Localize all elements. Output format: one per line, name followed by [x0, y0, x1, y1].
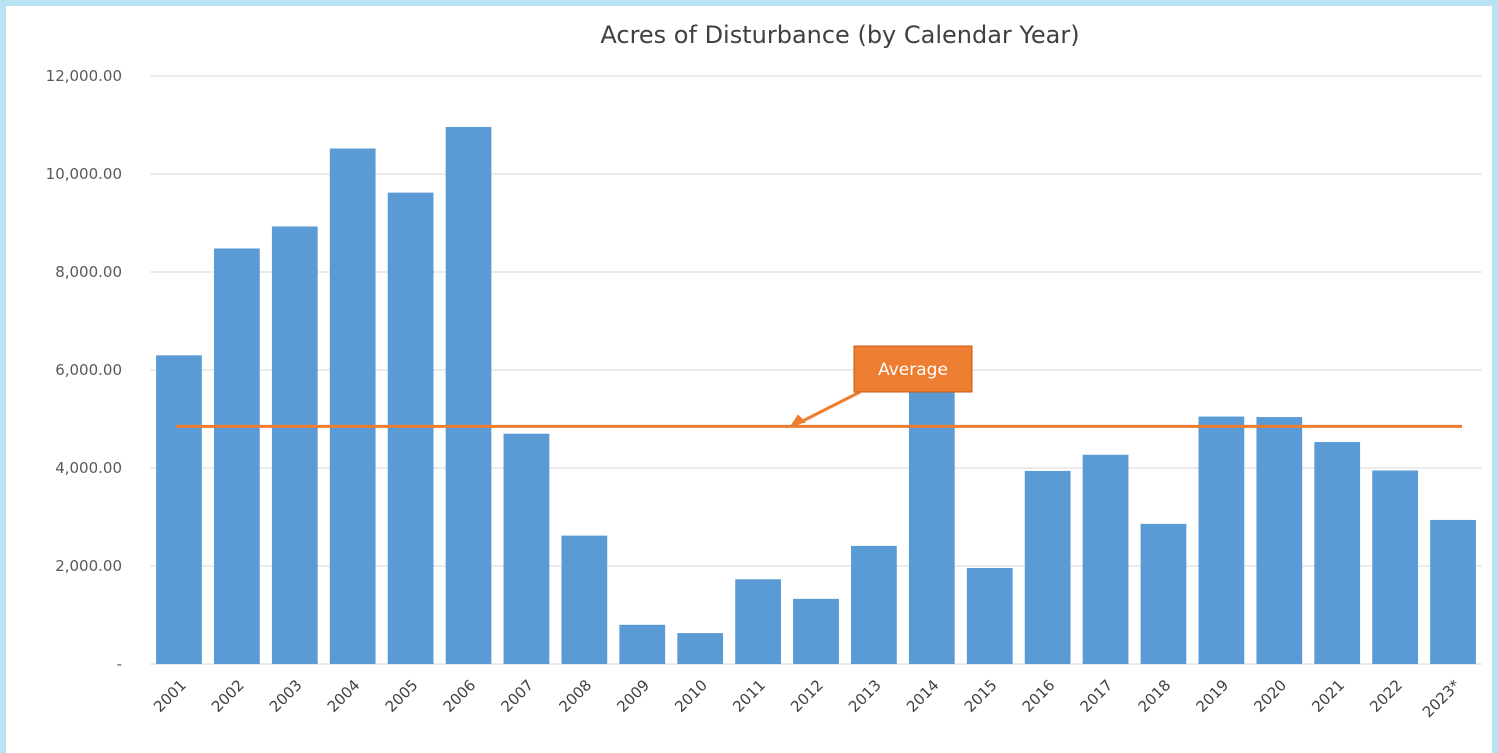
- y-tick-label: 4,000.00: [55, 459, 122, 477]
- y-tick-label: 10,000.00: [46, 165, 122, 183]
- chart-frame: Acres of Disturbance (by Calendar Year) …: [6, 6, 1492, 753]
- callout-arrow: [795, 390, 861, 426]
- bar-2002: [213, 248, 260, 665]
- bar-2010: [677, 633, 724, 664]
- y-axis-tick-labels: - 2,000.00 4,000.00 6,000.00 8,000.00 10,000.…: [46, 67, 122, 673]
- x-tick-label: 2018: [1135, 676, 1175, 716]
- x-tick-label: 2020: [1250, 676, 1290, 716]
- bar-2020: [1256, 417, 1303, 664]
- bar-2007: [503, 433, 550, 664]
- average-callout-box: [853, 345, 973, 393]
- bar-2011: [735, 579, 781, 664]
- bars: [156, 126, 1476, 665]
- bar-chart: Acres of Disturbance (by Calendar Year) …: [46, 21, 1482, 721]
- bar-2012: [793, 598, 839, 664]
- x-tick-label: 2022: [1366, 676, 1406, 716]
- bar-2013: [851, 545, 897, 664]
- bar-2006: [445, 126, 492, 664]
- bar-2015: [966, 567, 1013, 664]
- arrow-head-icon: [790, 414, 806, 427]
- x-tick-label: 2013: [845, 676, 885, 716]
- x-tick-label: 2004: [324, 676, 364, 716]
- x-tick-label: 2019: [1192, 676, 1232, 716]
- x-tick-label: 2015: [961, 676, 1001, 716]
- x-tick-label: 2011: [729, 676, 769, 716]
- x-tick-label: 2009: [613, 676, 653, 716]
- bar-2001: [156, 355, 202, 664]
- x-tick-label: 2002: [208, 676, 248, 716]
- bar-2014: [908, 379, 955, 664]
- bar-2021: [1314, 442, 1361, 664]
- x-tick-label: 2003: [266, 676, 306, 716]
- bar-2005: [387, 192, 434, 664]
- x-tick-label: 2012: [787, 676, 827, 716]
- chart-title: Acres of Disturbance (by Calendar Year): [600, 21, 1079, 49]
- bar-2004: [329, 148, 376, 664]
- x-tick-label: 2006: [440, 676, 480, 716]
- y-tick-label: 12,000.00: [46, 67, 122, 85]
- bar-2008: [561, 535, 608, 664]
- x-axis-tick-labels: 2001 2002 2003 2004 2005 2006 2007 2008 2009 2010…: [150, 676, 1464, 721]
- y-tick-label: -: [117, 655, 122, 673]
- x-tick-label: 2007: [498, 676, 538, 716]
- x-tick-label: 2017: [1077, 676, 1117, 716]
- bar-2016: [1024, 470, 1071, 664]
- bar-2019: [1198, 416, 1245, 664]
- x-tick-label: 2005: [382, 676, 422, 716]
- x-tick-label: 2014: [903, 676, 943, 716]
- x-tick-label: 2001: [150, 676, 190, 716]
- bar-2017: [1082, 454, 1129, 664]
- x-tick-label: 2023*: [1419, 676, 1464, 721]
- y-tick-label: 8,000.00: [55, 263, 122, 281]
- y-tick-label: 6,000.00: [55, 361, 122, 379]
- x-tick-label: 2021: [1308, 676, 1348, 716]
- average-callout-label: Average: [878, 360, 948, 380]
- x-tick-label: 2010: [671, 676, 711, 716]
- bar-2022: [1372, 470, 1419, 664]
- bar-2003: [271, 226, 318, 664]
- bar-2009: [619, 624, 666, 664]
- average-annotation: Average: [176, 345, 1462, 428]
- x-tick-label: 2016: [1019, 676, 1059, 716]
- bar-2023*: [1430, 519, 1476, 664]
- y-tick-label: 2,000.00: [55, 557, 122, 575]
- bar-2018: [1140, 523, 1187, 664]
- x-tick-label: 2008: [555, 676, 595, 716]
